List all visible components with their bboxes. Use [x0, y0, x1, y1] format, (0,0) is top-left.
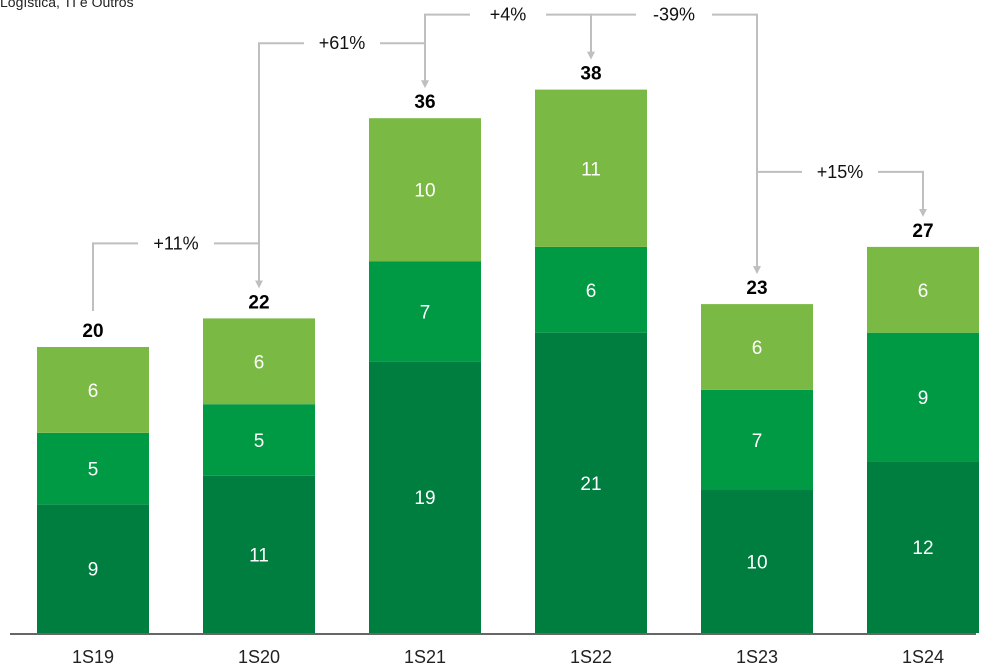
data-label-1S21-0: 19	[414, 488, 435, 509]
bar-segment-1S22-1	[535, 246, 647, 333]
growth-connector-left-0	[92, 242, 138, 311]
bar-segment-1S19-2	[37, 347, 149, 433]
bar-segment-1S23-1	[701, 389, 813, 490]
bar-segment-1S19-1	[37, 432, 149, 505]
data-label-1S23-2: 6	[752, 338, 763, 359]
total-label-1S19: 20	[82, 321, 103, 342]
x-tick-label-1S23: 1S23	[736, 647, 778, 667]
total-label-1S23: 23	[746, 278, 767, 299]
data-label-1S22-0: 21	[580, 474, 601, 495]
x-tick-label-1S19: 1S19	[72, 647, 114, 667]
data-label-1S22-2: 11	[581, 159, 601, 180]
data-label-1S23-0: 10	[746, 553, 767, 574]
data-label-1S24-0: 12	[912, 538, 933, 559]
growth-connector-left-3	[590, 13, 636, 54]
data-label-1S23-1: 7	[752, 431, 763, 452]
growth-connector-right-3	[712, 13, 761, 275]
growth-connector-right-4	[878, 170, 927, 217]
data-label-1S22-1: 6	[586, 281, 597, 302]
bar-segment-1S21-2	[369, 118, 481, 262]
total-label-1S20: 22	[248, 292, 269, 313]
bar-segment-1S20-2	[203, 318, 315, 405]
growth-label-0: +11%	[153, 233, 198, 253]
data-label-1S19-2: 6	[88, 381, 99, 402]
data-label-1S24-2: 6	[918, 281, 929, 302]
growth-connector-right-1	[380, 42, 429, 89]
bar-segment-1S19-0	[37, 504, 149, 633]
data-label-1S20-1: 5	[254, 431, 265, 452]
data-label-1S20-0: 11	[249, 545, 269, 566]
bar-segment-1S23-2	[701, 304, 813, 390]
bar-segment-1S24-2	[867, 246, 979, 333]
growth-connector-right-2	[546, 13, 595, 60]
bar-segment-1S21-0	[369, 361, 481, 633]
bar-segment-1S23-0	[701, 490, 813, 633]
data-label-1S24-1: 9	[918, 388, 929, 409]
growth-connector-left-4	[756, 170, 802, 269]
bar-segment-1S24-1	[867, 332, 979, 462]
bar-segment-1S24-0	[867, 461, 979, 633]
data-label-1S19-0: 9	[88, 560, 99, 581]
growth-label-4: +15%	[817, 162, 864, 182]
data-label-1S19-1: 5	[88, 460, 99, 481]
total-label-1S21: 36	[414, 92, 435, 113]
data-label-1S20-2: 6	[254, 352, 265, 373]
x-tick-label-1S20: 1S20	[238, 647, 280, 667]
growth-label-2: +4%	[490, 5, 527, 25]
bar-segment-1S20-1	[203, 404, 315, 476]
total-label-1S24: 27	[912, 221, 933, 242]
bar-segment-1S22-0	[535, 332, 647, 633]
growth-label-1: +61%	[319, 33, 366, 53]
data-label-1S21-1: 7	[420, 302, 431, 323]
x-tick-label-1S21: 1S21	[404, 647, 446, 667]
growth-connector-left-1	[258, 42, 304, 283]
growth-label-3: -39%	[653, 5, 695, 25]
growth-connector-left-2	[424, 13, 470, 83]
total-label-1S22: 38	[580, 64, 601, 85]
x-tick-label-1S22: 1S22	[570, 647, 612, 667]
bar-segment-1S21-1	[369, 261, 481, 362]
chart-subtitle: Logística, TI e Outros	[0, 0, 134, 10]
growth-connector-right-0	[214, 242, 263, 289]
bar-segment-1S20-0	[203, 475, 315, 633]
data-label-1S21-2: 10	[414, 181, 435, 202]
bar-segment-1S22-2	[535, 89, 647, 247]
x-tick-label-1S24: 1S24	[902, 647, 944, 667]
